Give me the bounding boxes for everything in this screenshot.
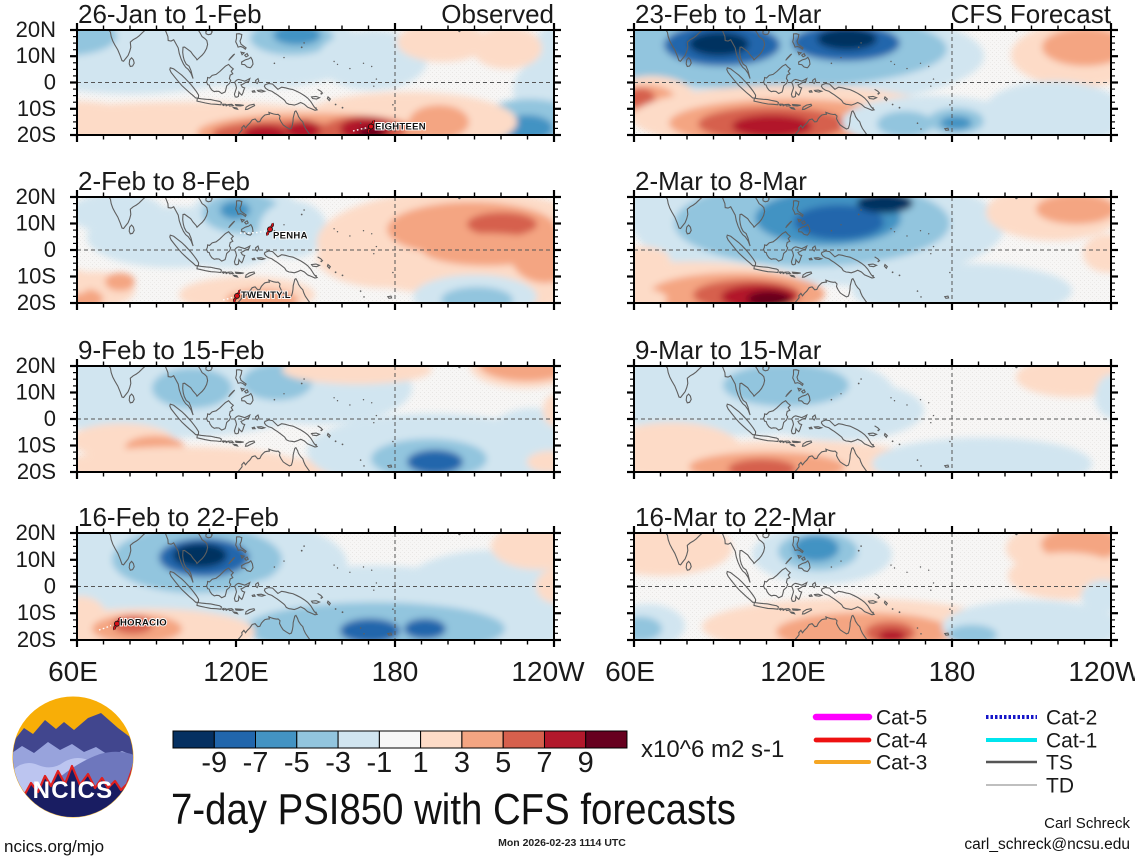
svg-text:9-Feb to 15-Feb: 9-Feb to 15-Feb: [78, 335, 264, 365]
svg-text:CFS Forecast: CFS Forecast: [951, 0, 1112, 29]
svg-text:10S: 10S: [17, 600, 56, 625]
svg-text:NCICS: NCICS: [33, 777, 114, 804]
svg-text:Mon 2026-02-23 1114 UTC: Mon 2026-02-23 1114 UTC: [498, 837, 626, 849]
svg-text:0: 0: [44, 574, 56, 599]
svg-text:2-Mar to 8-Mar: 2-Mar to 8-Mar: [635, 166, 807, 196]
svg-text:TWENTY.L: TWENTY.L: [241, 290, 291, 301]
svg-text:1: 1: [413, 747, 429, 779]
svg-text:x10^6 m2 s-1: x10^6 m2 s-1: [641, 736, 784, 763]
svg-text:10S: 10S: [17, 264, 56, 289]
svg-text:PENHA: PENHA: [273, 230, 308, 241]
svg-text:60E: 60E: [48, 656, 98, 687]
svg-text:10N: 10N: [16, 43, 56, 68]
svg-text:9-Mar to 15-Mar: 9-Mar to 15-Mar: [635, 335, 822, 365]
svg-text:Cat-1: Cat-1: [1046, 730, 1097, 753]
svg-text:180: 180: [929, 656, 976, 687]
svg-text:Cat-3: Cat-3: [876, 752, 927, 775]
svg-text:9: 9: [578, 747, 594, 779]
svg-text:16-Feb to 22-Feb: 16-Feb to 22-Feb: [78, 502, 279, 532]
svg-text:Observed: Observed: [441, 0, 554, 29]
svg-text:20N: 20N: [16, 184, 56, 209]
svg-text:7: 7: [536, 747, 552, 779]
svg-text:-7: -7: [243, 747, 269, 779]
svg-text:-5: -5: [284, 747, 310, 779]
svg-text:3: 3: [454, 747, 470, 779]
svg-text:10S: 10S: [17, 96, 56, 121]
svg-text:16-Mar to 22-Mar: 16-Mar to 22-Mar: [635, 502, 836, 532]
svg-text:TS: TS: [1046, 752, 1073, 775]
svg-text:20S: 20S: [17, 627, 56, 652]
svg-text:60E: 60E: [605, 656, 655, 687]
svg-text:120E: 120E: [203, 656, 268, 687]
svg-text:20S: 20S: [17, 290, 56, 315]
svg-text:120E: 120E: [760, 656, 825, 687]
svg-text:Cat-2: Cat-2: [1046, 707, 1097, 730]
svg-text:-9: -9: [201, 747, 227, 779]
svg-text:7-day PSI850 with CFS forecast: 7-day PSI850 with CFS forecasts: [171, 786, 736, 834]
svg-text:2-Feb to 8-Feb: 2-Feb to 8-Feb: [78, 166, 250, 196]
svg-text:-3: -3: [325, 747, 351, 779]
svg-text:0: 0: [44, 70, 56, 95]
svg-text:10S: 10S: [17, 433, 56, 458]
svg-text:carl_schreck@ncsu.edu: carl_schreck@ncsu.edu: [964, 836, 1130, 853]
svg-text:23-Feb to 1-Mar: 23-Feb to 1-Mar: [635, 0, 822, 29]
svg-text:20S: 20S: [17, 459, 56, 484]
svg-text:120W: 120W: [1068, 656, 1135, 687]
svg-text:20N: 20N: [16, 353, 56, 378]
svg-text:26-Jan to 1-Feb: 26-Jan to 1-Feb: [78, 0, 262, 29]
svg-text:Carl Schreck: Carl Schreck: [1044, 815, 1130, 832]
svg-text:TD: TD: [1046, 775, 1074, 798]
svg-text:10N: 10N: [16, 380, 56, 405]
svg-text:HORACIO: HORACIO: [120, 618, 167, 629]
svg-text:5: 5: [495, 747, 511, 779]
svg-text:180: 180: [372, 656, 419, 687]
svg-text:0: 0: [44, 406, 56, 431]
svg-text:ncics.org/mjo: ncics.org/mjo: [4, 837, 104, 856]
svg-text:Cat-5: Cat-5: [876, 707, 927, 730]
svg-text:20N: 20N: [16, 520, 56, 545]
svg-text:-1: -1: [367, 747, 393, 779]
svg-text:10N: 10N: [16, 547, 56, 572]
svg-text:Cat-4: Cat-4: [876, 730, 928, 753]
svg-text:20N: 20N: [16, 17, 56, 42]
svg-text:10N: 10N: [16, 211, 56, 236]
svg-text:EIGHTEEN: EIGHTEEN: [375, 122, 426, 133]
svg-text:0: 0: [44, 237, 56, 262]
svg-text:20S: 20S: [17, 122, 56, 147]
svg-text:120W: 120W: [511, 656, 585, 687]
